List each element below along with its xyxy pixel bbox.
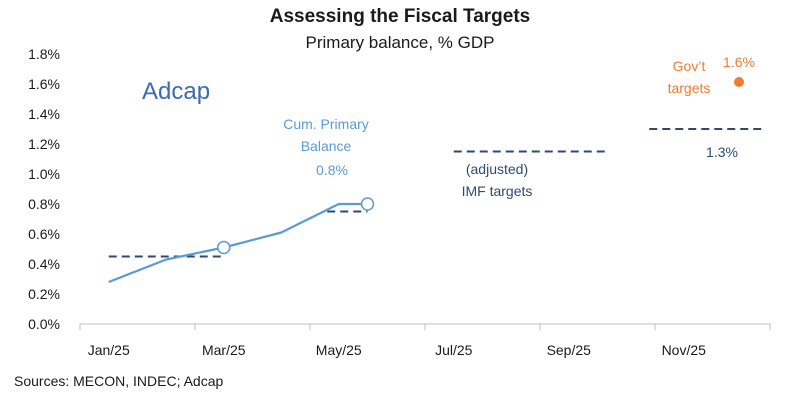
x-tick-label: May/25 bbox=[316, 342, 362, 358]
govt-targets-label-line1: Gov’t bbox=[673, 58, 706, 74]
series-point-marker bbox=[217, 240, 231, 255]
imf-targets-group bbox=[108, 128, 765, 258]
y-tick-label: 1.0% bbox=[28, 166, 60, 182]
y-tick-label: 0.8% bbox=[28, 196, 60, 212]
govt-targets-label-line2: targets bbox=[668, 80, 711, 96]
govt-target-value-label: 1.6% bbox=[723, 54, 755, 70]
x-tick-label: Jul/25 bbox=[435, 342, 473, 358]
source-note: Sources: MECON, INDEC; Adcap bbox=[14, 373, 224, 389]
chart-subtitle: Primary balance, % GDP bbox=[306, 33, 495, 52]
y-tick-label: 1.2% bbox=[28, 136, 60, 152]
imf-targets-label-line1: (adjusted) bbox=[466, 161, 528, 177]
chart-title: Assessing the Fiscal Targets bbox=[270, 6, 530, 27]
cum-balance-label-line2: Balance bbox=[301, 138, 352, 154]
series-point-marker bbox=[360, 197, 375, 211]
x-tick-label: Mar/25 bbox=[202, 342, 246, 358]
x-axis: Jan/25 Mar/25 May/25 Jul/25 Sep/25 Nov/25 bbox=[79, 323, 771, 358]
x-tick-label: Nov/25 bbox=[662, 342, 707, 358]
imf-targets-label-line2: IMF targets bbox=[462, 183, 533, 199]
y-tick-label: 1.6% bbox=[28, 76, 60, 92]
x-tick-label: Jan/25 bbox=[88, 342, 130, 358]
series-line-cum-primary-balance bbox=[108, 202, 368, 284]
cum-balance-value-label: 0.8% bbox=[316, 162, 348, 178]
x-tick-label: Sep/25 bbox=[547, 342, 592, 358]
y-axis: 0.0% 0.2% 0.4% 0.6% 0.8% 1.0% 1.2% 1.4% 1.6% 1.8% bbox=[28, 46, 60, 332]
govt-target-point bbox=[734, 77, 744, 87]
y-tick-label: 0.4% bbox=[28, 256, 60, 272]
y-tick-label: 0.6% bbox=[28, 226, 60, 242]
y-tick-label: 0.2% bbox=[28, 286, 60, 302]
logo: Adcap bbox=[142, 78, 210, 105]
series-group bbox=[108, 77, 744, 284]
imf-target-value-label: 1.3% bbox=[706, 144, 738, 160]
y-tick-label: 1.8% bbox=[28, 46, 60, 62]
y-tick-label: 0.0% bbox=[28, 316, 60, 332]
cum-balance-label-line1: Cum. Primary bbox=[283, 116, 369, 132]
y-tick-label: 1.4% bbox=[28, 106, 60, 122]
